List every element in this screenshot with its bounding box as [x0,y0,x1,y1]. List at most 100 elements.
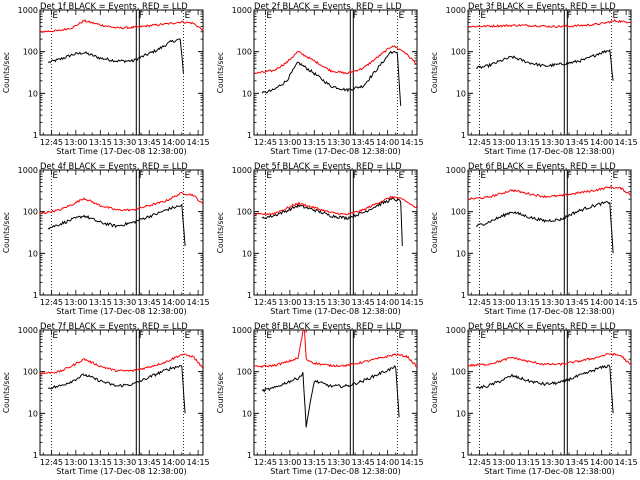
panel-title: Det 1f BLACK = Events, RED = LLD [40,1,188,11]
marker-label: E [266,331,272,341]
x-tick-label: 13:15 [517,138,540,147]
x-tick-label: 14:00 [590,298,613,307]
y-tick-label: 10 [242,89,252,98]
y-tick-label: 1000 [446,166,466,175]
plot-frame [467,329,632,456]
plot-frame [467,169,632,296]
x-tick-label: 12:45 [40,298,63,307]
x-tick-label: 14:15 [615,138,638,147]
panel-title: Det 4f BLACK = Events, RED = LLD [40,161,188,171]
x-axis-label: Start Time (17-Dec-08 12:38:00) [270,467,401,476]
plot-frame [39,169,204,296]
marker-label: F [353,171,358,181]
y-tick-label: 1 [461,131,466,140]
marker-label: E [52,331,58,341]
x-tick-label: 12:45 [468,298,491,307]
y-axis-label: Counts/sec [216,372,225,413]
marker-label: F [567,11,572,21]
panel-5: Det 5f BLACK = Events, RED = LLD 1 10 100 10… [216,161,424,316]
y-tick-label: 10 [242,409,252,418]
y-tick-label: 10 [456,409,466,418]
events-series-line [476,200,614,254]
x-tick-label: 13:00 [64,138,87,147]
x-tick-label: 13:30 [541,458,564,467]
y-tick-label: 10 [28,249,38,258]
x-tick-label: 13:45 [352,458,375,467]
marker-label: E [480,331,486,341]
x-axis-label: Start Time (17-Dec-08 12:38:00) [56,307,187,316]
y-axis-label: Counts/sec [430,372,439,413]
marker-label: F [139,171,144,181]
plot-frame [467,9,632,136]
x-tick-label: 14:00 [376,138,399,147]
y-tick-label: 10 [456,89,466,98]
x-tick-label: 14:15 [187,458,210,467]
x-tick-label: 12:45 [40,138,63,147]
x-tick-label: 13:15 [303,458,326,467]
marker-label: E [612,11,618,21]
lld-series-line [253,329,417,368]
x-tick-label: 14:15 [401,458,424,467]
x-tick-label: 13:30 [113,138,136,147]
marker-label: E [266,11,272,21]
marker-label: E [398,11,404,21]
lld-series-line [467,19,632,29]
lld-series-line [253,195,418,216]
y-axis-label: Counts/sec [430,52,439,93]
y-tick-label: 100 [451,208,466,217]
events-series-line [48,364,186,414]
marker-label: E [398,331,404,341]
x-tick-label: 14:15 [401,138,424,147]
x-tick-label: 12:45 [254,298,277,307]
panel-9: Det 9f BLACK = Events, RED = LLD 1 10 100 10… [430,321,638,476]
y-tick-label: 10 [242,249,252,258]
x-tick-label: 14:00 [162,458,185,467]
y-axis-label: Counts/sec [216,52,225,93]
x-tick-label: 12:45 [254,138,277,147]
lld-series-line [253,45,418,75]
marker-label: E [52,11,58,21]
x-tick-label: 13:45 [566,458,589,467]
lld-series-line [467,185,631,201]
x-tick-label: 13:30 [327,138,350,147]
marker-label: F [139,331,144,341]
panel-title: Det 6f BLACK = Events, RED = LLD [468,161,616,171]
x-axis-label: Start Time (17-Dec-08 12:38:00) [484,147,615,156]
events-series-line [476,49,614,81]
plot-frame [253,329,418,456]
marker-label: E [52,171,58,181]
marker-label: F [353,331,358,341]
lld-series-line [39,191,204,215]
x-tick-label: 13:00 [492,138,515,147]
x-axis-label: Start Time (17-Dec-08 12:38:00) [56,147,187,156]
x-tick-label: 14:15 [187,298,210,307]
y-axis-label: Counts/sec [430,212,439,253]
y-tick-label: 1000 [232,6,252,15]
plot-frame [253,169,418,296]
y-tick-label: 1000 [18,166,38,175]
y-tick-label: 100 [23,368,38,377]
panel-6: Det 6f BLACK = Events, RED = LLD 1 10 100 10… [430,161,638,316]
y-tick-label: 1 [247,131,252,140]
y-tick-label: 100 [451,48,466,57]
y-tick-label: 10 [28,409,38,418]
x-axis-label: Start Time (17-Dec-08 12:38:00) [270,307,401,316]
events-series-line [47,38,184,74]
x-tick-label: 13:00 [492,458,515,467]
lld-series-line [39,353,204,375]
y-tick-label: 100 [23,48,38,57]
panel-8: Det 8f BLACK = Events, RED = LLD 1 10 100 10… [216,321,424,476]
panel-4: Det 4f BLACK = Events, RED = LLD 1 10 100 10… [2,161,210,316]
y-tick-label: 100 [237,368,252,377]
y-tick-label: 1000 [232,326,252,335]
x-tick-label: 13:45 [138,138,161,147]
x-tick-label: 13:15 [303,138,326,147]
x-tick-label: 14:00 [162,298,185,307]
panel-title: Det 9f BLACK = Events, RED = LLD [468,321,616,331]
x-axis-label: Start Time (17-Dec-08 12:38:00) [56,467,187,476]
x-tick-label: 13:30 [113,458,136,467]
x-tick-label: 13:00 [492,298,515,307]
plot-frame [39,329,204,456]
marker-label: F [567,171,572,181]
x-tick-label: 13:45 [138,298,161,307]
